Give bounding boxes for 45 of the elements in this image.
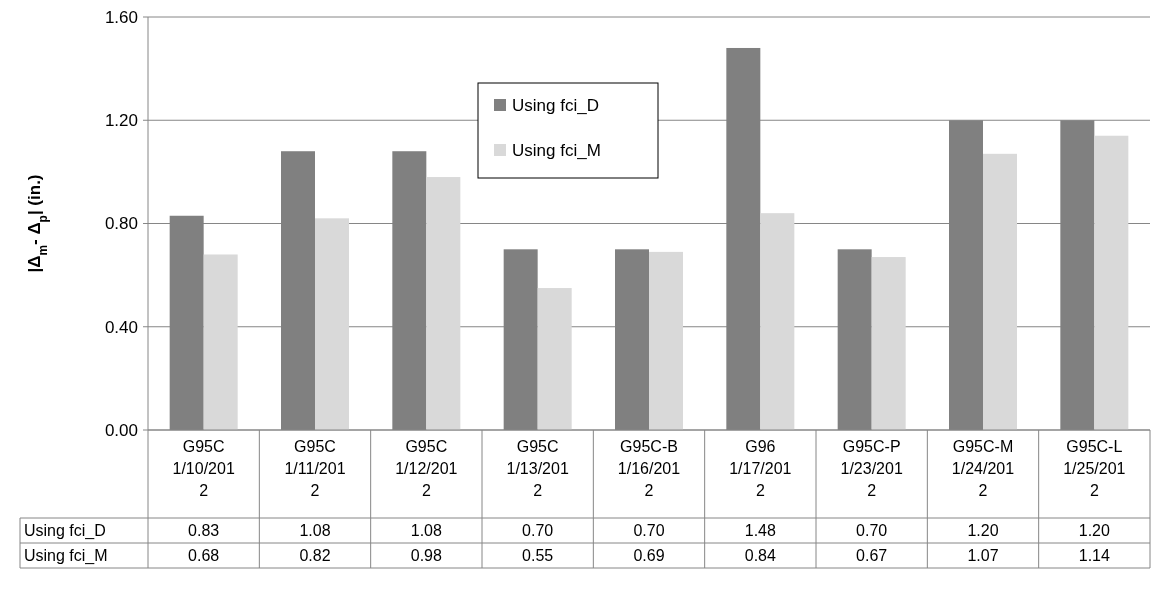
bar (1094, 135, 1129, 430)
x-tick-label: G95C 1/10/2012 (172, 438, 235, 499)
y-tick-label: 1.60 (104, 7, 138, 27)
x-tick-label: G95C-B 1/16/2012 (617, 438, 681, 499)
bar (537, 288, 572, 430)
data-label: 1.48 (744, 522, 777, 539)
legend-label: Using fci_D (512, 96, 599, 115)
bar (760, 213, 795, 430)
x-tick-label: G95C-L 1/25/2012 (1063, 438, 1126, 499)
legend-label: Using fci_M (512, 141, 601, 160)
bar (203, 254, 238, 430)
data-label: 1.08 (299, 522, 331, 539)
data-label: 0.98 (410, 547, 443, 564)
data-label: 0.70 (856, 522, 888, 539)
y-tick-label: 1.20 (104, 111, 138, 131)
text: Using fci_M (24, 547, 108, 564)
x-tick-label: G95C-M 1/24/2012 (951, 438, 1015, 499)
bar (426, 177, 461, 430)
data-label: 0.69 (633, 547, 665, 564)
data-label: 0.84 (744, 547, 777, 564)
data-label: 0.55 (522, 547, 554, 564)
data-label: 1.07 (967, 547, 999, 564)
data-label: 0.83 (188, 522, 220, 539)
y-tick-label: 0.80 (104, 214, 138, 234)
y-tick-label: 0.40 (104, 317, 138, 337)
bar (871, 257, 906, 430)
text: Using fci_D (24, 522, 106, 539)
x-tick-label: G96 1/17/2012 (729, 438, 792, 499)
bar (649, 251, 683, 430)
data-label: 0.68 (188, 547, 220, 564)
data-label: 0.70 (522, 522, 554, 539)
x-tick-label: G95C 1/12/2012 (395, 438, 458, 499)
data-label: 1.20 (967, 522, 999, 539)
data-label: 1.14 (1078, 547, 1111, 564)
bar (983, 153, 1017, 430)
data-label: 0.82 (299, 547, 331, 564)
x-tick-label: G95C 1/13/2012 (506, 438, 569, 499)
data-label: 1.20 (1078, 522, 1111, 539)
data-label: 0.70 (633, 522, 665, 539)
data-label: 1.08 (410, 522, 443, 539)
x-tick-label: G95C 1/11/2012 (284, 438, 346, 499)
y-tick-label: 0.00 (104, 420, 138, 440)
x-tick-label: G95C-P 1/23/2012 (840, 438, 903, 499)
bar (315, 218, 349, 430)
data-label: 0.67 (856, 547, 888, 564)
